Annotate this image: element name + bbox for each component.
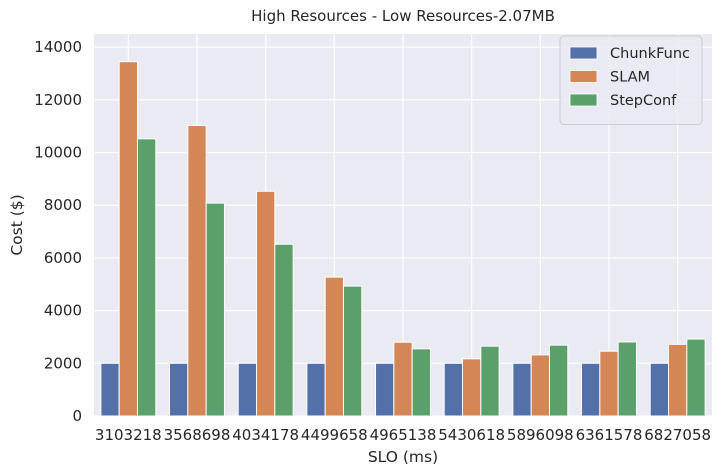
y-tick-label: 12000 bbox=[34, 91, 82, 109]
legend-swatch-chunkfunc bbox=[569, 46, 598, 60]
y-tick-label: 2000 bbox=[44, 354, 82, 372]
bar-slam-4965138 bbox=[393, 341, 413, 417]
bar-slam-6827058 bbox=[668, 343, 688, 417]
chart-title: High Resources - Low Resources-2.07MB bbox=[251, 7, 555, 25]
bar-slam-3568698 bbox=[187, 124, 207, 417]
bar-chunkfunc-6827058 bbox=[649, 362, 670, 417]
x-tick-label: 6361578 bbox=[576, 426, 643, 444]
y-tick-label: 0 bbox=[72, 407, 82, 425]
bar-chunkfunc-5896098 bbox=[512, 362, 532, 417]
x-tick-label: 4965138 bbox=[370, 426, 437, 444]
bar-stepconf-4034178 bbox=[274, 243, 294, 417]
bar-chunkfunc-4965138 bbox=[375, 362, 395, 417]
y-tick-labels: 0 2000 4000 6000 8000 10000 12000 14000 bbox=[34, 38, 82, 425]
bar-stepconf-3568698 bbox=[205, 202, 225, 417]
legend-label-slam: SLAM bbox=[610, 70, 650, 86]
bar-stepconf-5430618 bbox=[480, 345, 500, 417]
bar-stepconf-6827058 bbox=[686, 338, 706, 417]
y-tick-label: 6000 bbox=[44, 249, 82, 267]
x-tick-label: 5896098 bbox=[507, 426, 574, 444]
bar-slam-3103218 bbox=[118, 61, 138, 417]
y-tick-label: 14000 bbox=[34, 38, 82, 56]
x-axis-label: SLO (ms) bbox=[368, 448, 438, 466]
bar-chunkfunc-4034178 bbox=[237, 362, 258, 417]
bar-stepconf-4965138 bbox=[411, 348, 431, 417]
legend: ChunkFunc SLAM StepConf bbox=[559, 35, 703, 125]
legend-swatch-slam bbox=[569, 70, 598, 83]
bar-chunkfunc-3103218 bbox=[100, 362, 120, 417]
x-tick-labels: 3103218 3568698 4034178 4499658 4965138 54306… bbox=[95, 426, 711, 444]
bar-slam-5430618 bbox=[462, 358, 482, 417]
bars bbox=[100, 61, 706, 417]
x-tick-label: 4034178 bbox=[232, 426, 299, 444]
y-tick-label: 4000 bbox=[44, 302, 82, 320]
y-axis-label: Cost ($) bbox=[8, 194, 26, 255]
bar-slam-5896098 bbox=[530, 354, 550, 417]
bar-slam-4499658 bbox=[324, 276, 344, 417]
bar-chunkfunc-5430618 bbox=[443, 362, 464, 417]
x-tick-label: 3568698 bbox=[164, 426, 231, 444]
legend-swatch-stepconf bbox=[569, 93, 598, 107]
bar-chunkfunc-6361578 bbox=[581, 362, 601, 417]
x-tick-label: 3103218 bbox=[95, 426, 162, 444]
legend-label-chunkfunc: ChunkFunc bbox=[610, 46, 690, 62]
x-tick-label: 6827058 bbox=[644, 426, 711, 444]
bar-slam-4034178 bbox=[256, 190, 276, 417]
bar-stepconf-4499658 bbox=[342, 285, 363, 417]
bar-stepconf-5896098 bbox=[548, 344, 569, 417]
x-tick-label: 5430618 bbox=[438, 426, 505, 444]
y-tick-label: 8000 bbox=[44, 196, 82, 214]
bar-chunkfunc-3568698 bbox=[169, 362, 189, 417]
bar-chunkfunc-4499658 bbox=[306, 362, 326, 417]
bar-slam-6361578 bbox=[599, 350, 619, 417]
legend-label-stepconf: StepConf bbox=[610, 93, 677, 109]
x-tick-label: 4499658 bbox=[301, 426, 368, 444]
y-tick-label: 10000 bbox=[34, 144, 82, 162]
bar-stepconf-6361578 bbox=[617, 341, 637, 417]
bar-stepconf-3103218 bbox=[136, 138, 157, 417]
